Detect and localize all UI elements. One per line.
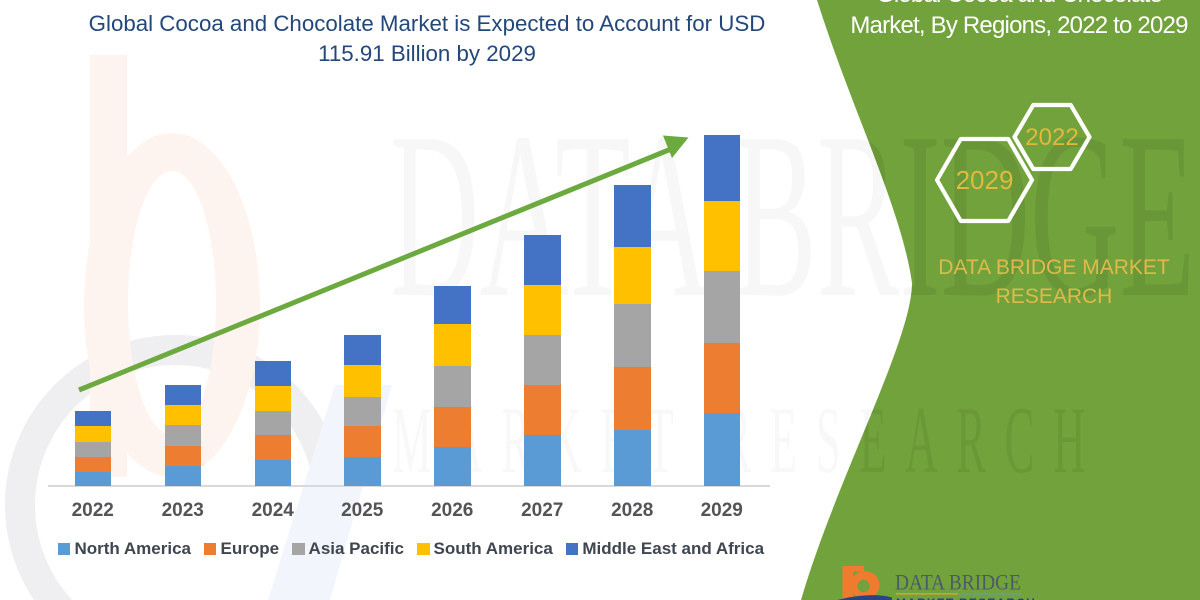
svg-text:2029: 2029 — [956, 165, 1014, 195]
svg-text:2022: 2022 — [1025, 124, 1078, 151]
svg-text:MARKET RESEARCH: MARKET RESEARCH — [896, 596, 1036, 600]
svg-text:DATA BRIDGE: DATA BRIDGE — [895, 570, 1021, 595]
